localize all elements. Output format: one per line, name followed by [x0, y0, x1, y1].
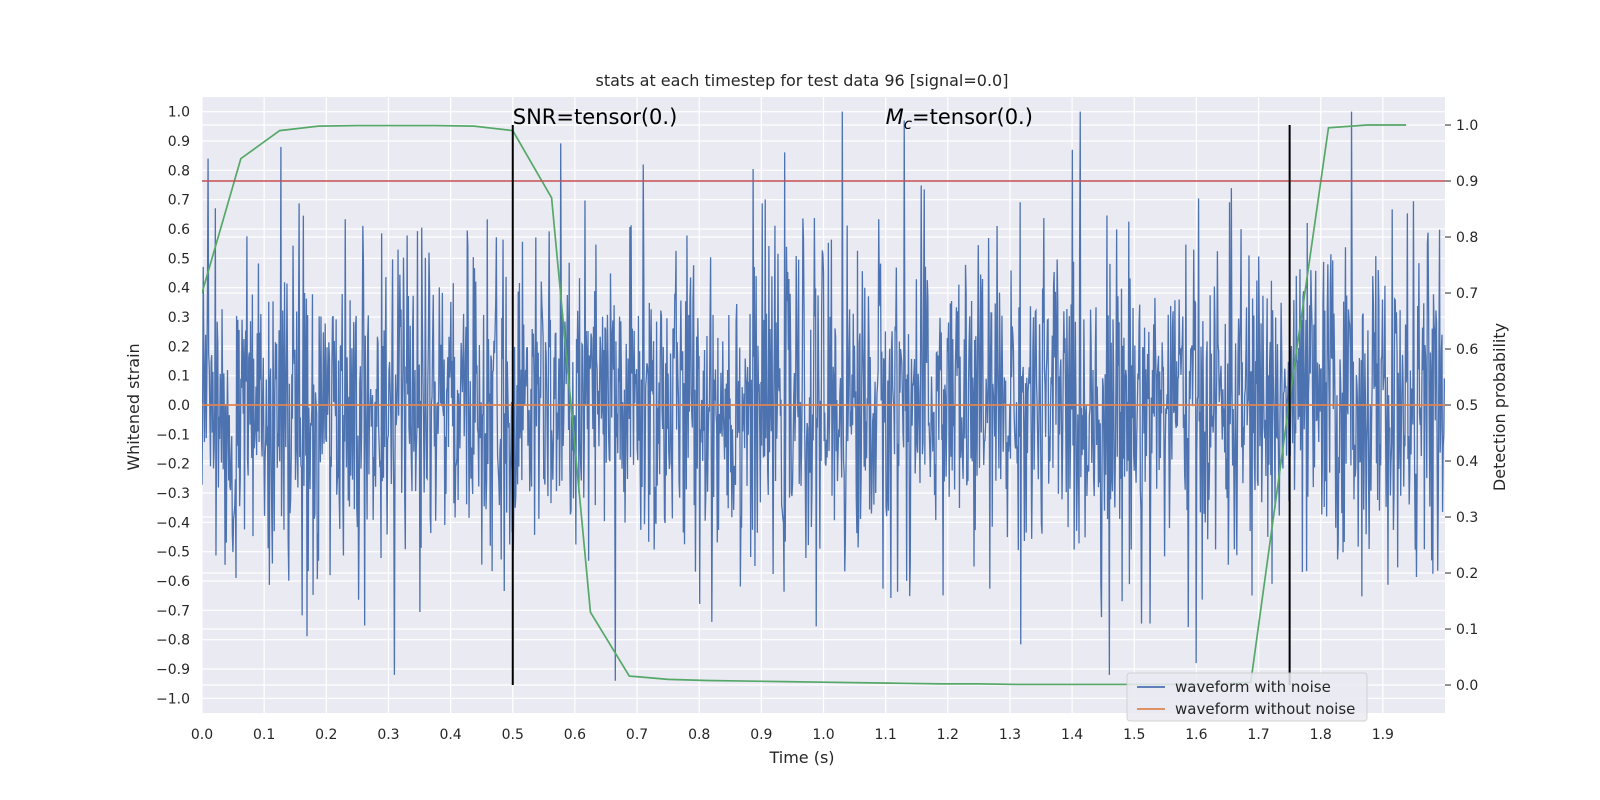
x-tick-label: 1.4 — [1061, 727, 1083, 743]
y2-tick-label: 0.6 — [1456, 342, 1478, 358]
x-tick-label: 1.1 — [875, 727, 897, 743]
x-tick-label: 0.1 — [253, 727, 275, 743]
y2-tick-label: 0.2 — [1456, 566, 1478, 582]
snr-annotation: SNR=tensor(0.) — [513, 105, 678, 129]
y-tick-label: 0.1 — [168, 369, 190, 385]
y2-tick-label: 0.5 — [1456, 398, 1478, 414]
y-tick-label: −0.5 — [156, 545, 190, 561]
x-tick-label: 0.8 — [688, 727, 710, 743]
x-tick-label: 0.0 — [191, 727, 213, 743]
y-tick-label: 1.0 — [168, 105, 190, 121]
x-axis-ticks: 0.0 0.1 0.2 0.3 0.4 0.5 0.6 0.7 0.8 0.9 1.0 1.1 1.2 1… — [191, 727, 1394, 743]
y2-tick-label: 0.9 — [1456, 174, 1478, 190]
y-tick-label: −0.9 — [156, 662, 190, 678]
legend-label: waveform with noise — [1175, 678, 1331, 696]
y2-axis-label: Detection probability — [1490, 323, 1509, 491]
y2-tick-label: 0.1 — [1456, 622, 1478, 638]
chart-title: stats at each timestep for test data 96 … — [596, 71, 1009, 90]
y-tick-label: −0.3 — [156, 486, 190, 502]
x-tick-label: 1.2 — [937, 727, 959, 743]
y-tick-label: −0.7 — [156, 603, 190, 619]
y2-tick-label: 0.8 — [1456, 230, 1478, 246]
x-tick-label: 1.9 — [1372, 727, 1394, 743]
y-tick-label: 0.5 — [168, 251, 190, 267]
y-tick-label: 0.2 — [168, 339, 190, 355]
x-tick-label: 1.3 — [999, 727, 1021, 743]
legend: waveform with noise waveform without nois… — [1126, 672, 1368, 722]
y2-tick-label: 0.0 — [1456, 678, 1478, 694]
reference-lines — [202, 125, 1445, 685]
x-tick-label: 0.9 — [750, 727, 772, 743]
x-tick-label: 1.8 — [1310, 727, 1332, 743]
y2-tick-label: 0.3 — [1456, 510, 1478, 526]
x-tick-label: 0.3 — [377, 727, 399, 743]
chirp-mass-annotation: Mc=tensor(0.) — [886, 105, 1033, 133]
x-tick-label: 0.2 — [315, 727, 337, 743]
x-tick-label: 1.6 — [1185, 727, 1207, 743]
y-tick-label: −0.8 — [156, 633, 190, 649]
y2-axis-ticks: 1.0 0.9 0.8 0.7 0.6 0.5 0.4 0.3 0.2 0.1 0.0 — [1445, 118, 1478, 694]
x-tick-label: 1.5 — [1123, 727, 1145, 743]
y-tick-label: −0.2 — [156, 457, 190, 473]
y-tick-label: 0.4 — [168, 281, 190, 297]
legend-label: waveform without noise — [1175, 700, 1355, 718]
x-tick-label: 0.6 — [564, 727, 586, 743]
x-axis-label: Time (s) — [768, 748, 834, 767]
x-tick-label: 1.7 — [1247, 727, 1269, 743]
y-tick-label: −0.4 — [156, 515, 190, 531]
y-tick-label: 0.8 — [168, 163, 190, 179]
legend-box — [1126, 672, 1368, 722]
y2-tick-label: 0.4 — [1456, 454, 1478, 470]
y2-tick-label: 1.0 — [1456, 118, 1478, 134]
y-tick-label: 0.7 — [168, 193, 190, 209]
y-tick-label: −0.1 — [156, 427, 190, 443]
y-tick-label: −0.6 — [156, 574, 190, 590]
y-axis-label: Whitened strain — [124, 343, 143, 470]
y-tick-label: 0.0 — [168, 398, 190, 414]
annotations: SNR=tensor(0.) Mc=tensor(0.) — [513, 105, 1033, 133]
y-axis-ticks: 1.0 0.9 0.8 0.7 0.6 0.5 0.4 0.3 0.2 0.1 0.0 −0.1 −0.… — [156, 105, 190, 708]
y-tick-label: 0.9 — [168, 134, 190, 150]
y-tick-label: 0.3 — [168, 310, 190, 326]
y-tick-label: −1.0 — [156, 691, 190, 707]
series-waveform-with-noise — [202, 111, 1445, 681]
x-tick-label: 0.7 — [626, 727, 648, 743]
x-tick-label: 0.5 — [502, 727, 524, 743]
x-tick-label: 0.4 — [439, 727, 461, 743]
y-tick-label: 0.6 — [168, 222, 190, 238]
y2-tick-label: 0.7 — [1456, 286, 1478, 302]
x-tick-label: 1.0 — [812, 727, 834, 743]
